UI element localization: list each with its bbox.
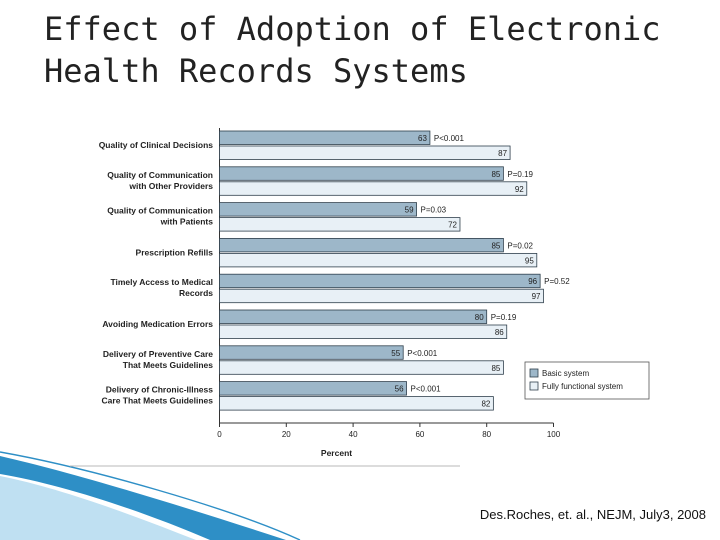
category-label: Care That Meets Guidelines <box>102 396 214 406</box>
bar-fully-functional-system <box>219 360 504 375</box>
legend-label-full: Fully functional system <box>542 382 623 391</box>
data-label-full: 86 <box>495 328 504 337</box>
footer-swoosh-line <box>0 451 301 540</box>
x-axis-title: Percent <box>321 448 352 458</box>
x-tick-label: 20 <box>282 430 291 439</box>
bar-basic-system <box>219 166 504 181</box>
footer-swoosh-light <box>0 476 196 540</box>
data-label-full: 97 <box>532 292 541 301</box>
p-value-label: P=0.19 <box>491 313 517 322</box>
bar-fully-functional-system <box>219 181 528 196</box>
data-label-basic: 63 <box>418 134 427 143</box>
bar-fully-functional-system <box>219 252 538 268</box>
legend-label-basic: Basic system <box>542 369 589 378</box>
category-label: with Patients <box>160 217 214 227</box>
legend-box <box>524 361 650 400</box>
p-value-label: P<0.001 <box>434 134 465 143</box>
data-label-basic: 56 <box>395 385 404 394</box>
data-label-full: 87 <box>498 149 507 158</box>
footer-swoosh-dark <box>0 456 286 540</box>
x-tick-label: 100 <box>547 430 561 439</box>
data-label-full: 85 <box>491 364 500 373</box>
data-label-basic: 55 <box>391 349 400 358</box>
category-label: Quality of Communication <box>107 170 213 180</box>
citation: Des.Roches, et. al., NEJM, July3, 2008 <box>479 507 706 522</box>
slide-title: Effect of Adoption of Electronic Health … <box>44 8 684 92</box>
bar-fully-functional-system <box>219 217 461 232</box>
data-label-basic: 96 <box>528 277 537 286</box>
bar-basic-system <box>219 309 488 324</box>
category-label: Delivery of Preventive Care <box>103 349 213 359</box>
title-line-1: Effect of Adoption of Electronic <box>44 10 661 48</box>
data-label-basic: 59 <box>405 206 414 215</box>
p-value-label: P<0.001 <box>411 385 442 394</box>
p-value-label: P<0.001 <box>407 349 438 358</box>
p-value-label: P=0.19 <box>507 170 533 179</box>
bar-basic-system <box>219 273 541 289</box>
legend-swatch-basic <box>529 368 539 378</box>
data-label-basic: 85 <box>491 170 500 179</box>
x-tick-label: 60 <box>415 430 424 439</box>
category-label: Timely Access to Medical <box>110 277 213 287</box>
x-tick-label: 80 <box>482 430 491 439</box>
x-tick-label: 40 <box>349 430 358 439</box>
bar-basic-system <box>219 381 407 396</box>
category-label: Records <box>179 288 213 298</box>
category-label: Avoiding Medication Errors <box>102 319 213 329</box>
title-line-2: Health Records Systems <box>44 52 468 90</box>
bar-fully-functional-system <box>219 288 544 304</box>
data-label-full: 95 <box>525 256 534 265</box>
bar-basic-system <box>219 345 404 360</box>
bar-basic-system <box>219 237 504 253</box>
legend-swatch-full <box>529 381 539 391</box>
bar-basic-system <box>219 202 417 217</box>
bar-fully-functional-system <box>219 396 494 411</box>
category-label: Prescription Refills <box>136 247 214 257</box>
data-label-basic: 80 <box>475 313 484 322</box>
data-label-full: 92 <box>515 185 524 194</box>
data-label-basic: 85 <box>491 241 500 250</box>
category-label: That Meets Guidelines <box>123 360 213 370</box>
x-tick-label: 0 <box>217 430 222 439</box>
category-label: Quality of Clinical Decisions <box>99 140 214 150</box>
category-label: with Other Providers <box>128 181 213 191</box>
p-value-label: P=0.03 <box>421 206 447 215</box>
bar-fully-functional-system <box>219 324 508 339</box>
data-label-full: 72 <box>448 221 457 230</box>
p-value-label: P=0.52 <box>544 277 570 286</box>
data-label-full: 82 <box>481 400 490 409</box>
footer-swoosh-decoration <box>0 451 460 540</box>
p-value-label: P=0.02 <box>507 241 533 250</box>
bar-basic-system <box>219 130 431 145</box>
bar-fully-functional-system <box>219 145 511 160</box>
category-label: Delivery of Chronic-Illness <box>106 385 213 395</box>
category-label: Quality of Communication <box>107 206 213 216</box>
